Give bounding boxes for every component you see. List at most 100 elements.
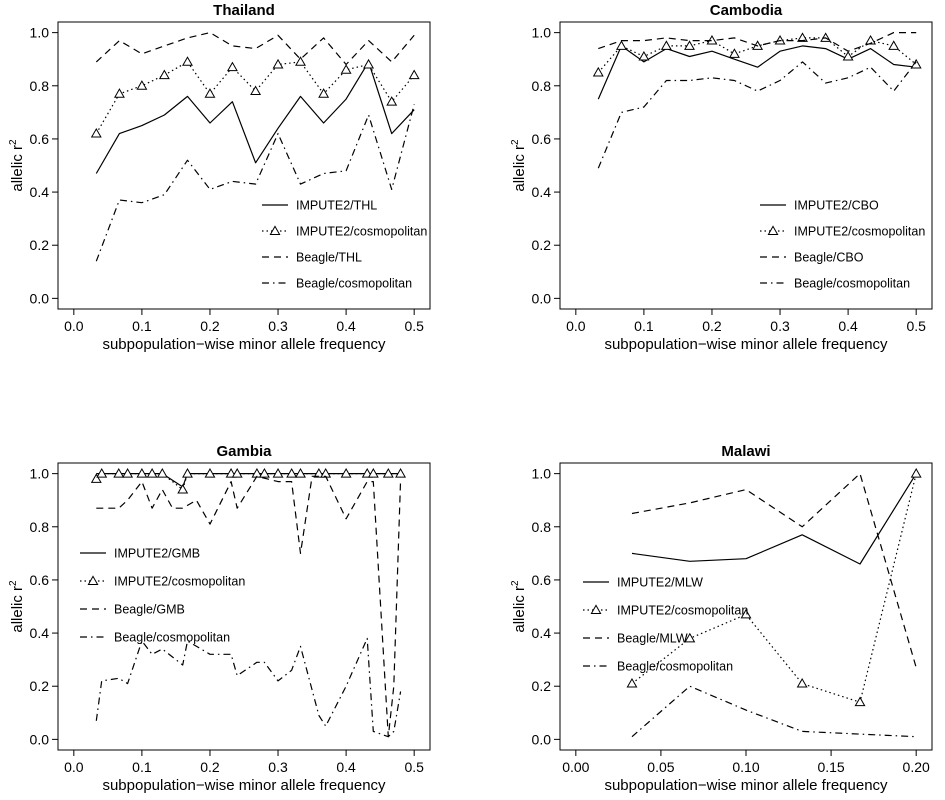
series-beagle-thl [95,31,415,66]
panel-gambia: Gambia 0.0 0.1 0.2 0.3 0.4 0.5 0.0 0.2 0.4 0.6 0.8 1… [8,443,431,794]
x-tick-label: 0.1 [132,759,152,775]
series-line [631,473,917,668]
legend-label: IMPUTE2/MLW [617,576,703,590]
legend: IMPUTE2/THL IMPUTE2/cosmopolitan Beagle/TH… [262,199,427,291]
legend: IMPUTE2/GMB IMPUTE2/cosmopolitan Beagle/GM… [80,547,245,645]
y-tick-label: 0.4 [30,184,50,200]
y-tick-label: 0.8 [532,78,552,94]
series-impute2-cosmopolitan [90,468,407,494]
data-point-triangle [797,32,808,42]
x-tick-label: 0.15 [817,759,844,775]
legend-label: IMPUTE2/cosmopolitan [617,604,748,618]
data-point-triangle [615,40,627,50]
data-point-triangle [295,56,306,66]
y-tick-label: 0.4 [532,625,552,641]
data-point-triangle [684,40,695,50]
data-point-triangle [286,468,298,478]
series-line [95,61,415,134]
data-point-triangle [136,80,148,90]
series-beagle-cosmopolitan [95,104,415,262]
y-tick-label: 0.0 [30,731,50,747]
x-axis-label: subpopulation−wise minor allele frequenc… [604,336,888,353]
y-tick-label: 0.2 [30,237,50,253]
legend: IMPUTE2/MLW IMPUTE2/cosmopolitan Beagle/ML… [583,576,748,674]
data-point-triangle [258,468,270,478]
data-point-triangle [113,468,125,478]
data-point-triangle [382,468,394,478]
panel-malawi: Malawi 0.00 0.05 0.10 0.15 0.20 0.0 0.2 0.4 0.6 0.… [510,443,933,794]
data-point-triangle [250,85,262,96]
legend-label: Beagle/MLW [617,632,688,646]
series-line [631,685,917,738]
plot-frame [57,462,431,751]
series-line [597,61,917,169]
y-axis-label-main: allelic r [9,586,26,633]
y-tick-label: 1.0 [30,25,50,41]
data-point-triangle [158,69,170,80]
legend-label: Beagle/cosmopolitan [617,660,733,674]
data-point-triangle [182,56,193,66]
series-impute2-cosmopolitan [90,56,420,138]
data-point-triangle [204,88,216,98]
series-beagle-cbo [598,31,917,52]
plot-frame [559,21,933,310]
series-beagle-gmb [96,475,402,738]
series-line [95,637,402,738]
y-tick-label: 0.6 [30,131,50,147]
data-point-triangle [204,468,216,478]
data-point-triangle [96,468,108,478]
y-axis-label-main: allelic r [9,145,26,192]
legend-label: Beagle/CBO [794,251,864,265]
y-tick-label: 0.0 [532,290,552,306]
series-impute2-cbo [597,45,917,100]
series-line [597,45,917,100]
y-tick-label: 0.4 [30,625,50,641]
data-point-triangle [90,128,102,138]
legend-label: IMPUTE2/cosmopolitan [296,225,427,239]
data-point-triangle [865,34,877,45]
x-tick-label: 0.4 [336,318,356,334]
legend-label: IMPUTE2/cosmopolitan [114,575,245,589]
y-tick-label: 0.6 [532,131,552,147]
x-tick-label: 0.5 [404,318,424,334]
legend-label: IMPUTE2/CBO [794,199,879,213]
y-tick-label: 1.0 [532,466,552,482]
y-axis-label-main: allelic r [511,586,528,633]
legend-triangle [87,575,99,585]
y-tick-label: 0.2 [532,237,552,253]
y-tick-label: 0.2 [30,678,50,694]
x-tick-label: 0.1 [634,318,654,334]
x-tick-label: 0.2 [702,318,722,334]
data-point-triangle [386,96,398,106]
y-tick-label: 0.0 [30,290,50,306]
y-tick-label: 1.0 [532,25,552,41]
legend-triangle [590,604,602,614]
legend-label: Beagle/cosmopolitan [114,631,230,645]
x-tick-label: 0.2 [200,318,220,334]
legend-label: Beagle/THL [296,251,362,265]
series-impute2-mlw [631,473,917,565]
data-point-triangle [113,88,125,98]
x-tick-label: 0.20 [903,759,930,775]
legend-triangle [767,225,779,235]
chart-title: Thailand [213,2,275,19]
legend-label: Beagle/cosmopolitan [296,277,412,291]
y-axis-label-superscript: 2 [8,580,19,586]
x-tick-label: 0.3 [770,318,790,334]
legend-label: IMPUTE2/GMB [114,547,200,561]
series-line [598,31,917,52]
y-axis-label-superscript: 2 [8,139,19,145]
series-beagle-cosmopolitan [597,61,917,169]
chart-title: Gambia [216,443,272,460]
legend-triangle [269,225,281,235]
data-point-triangle [340,64,352,74]
y-axis-label: allelic r2 [8,139,26,192]
series-impute2-cosmopolitan [592,32,922,77]
data-point-triangle [796,677,808,688]
data-point-triangle [122,468,134,478]
y-tick-label: 0.4 [532,184,552,200]
x-tick-label: 0.5 [404,759,424,775]
y-axis-label-superscript: 2 [510,139,521,145]
data-point-triangle [363,58,375,69]
data-point-triangle [182,468,193,478]
